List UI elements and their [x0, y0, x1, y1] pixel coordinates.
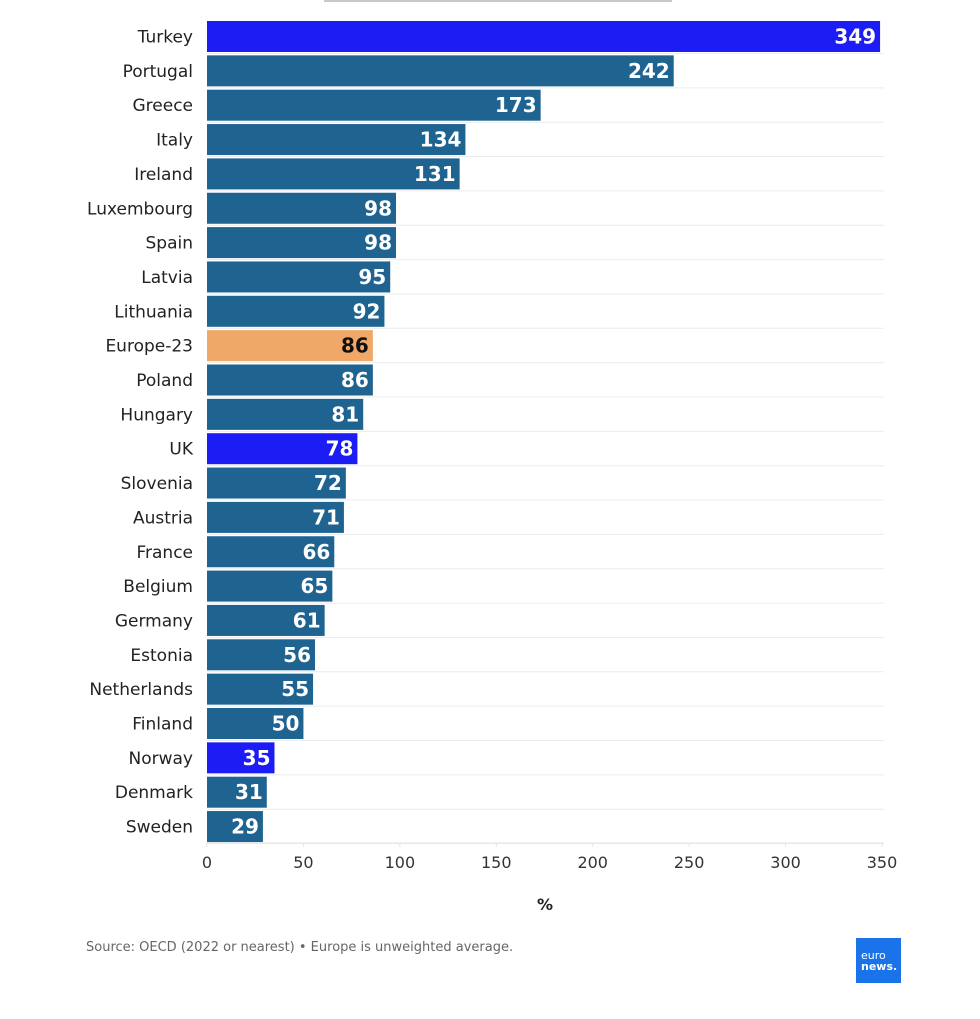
bar-belgium	[207, 570, 333, 602]
category-label: Poland	[136, 371, 193, 391]
value-label: 29	[231, 815, 259, 839]
value-label: 71	[312, 505, 340, 529]
category-label: Austria	[133, 508, 193, 528]
value-label: 86	[341, 334, 369, 358]
x-tick-label: 300	[770, 853, 801, 872]
value-label: 81	[331, 402, 359, 426]
category-label: Hungary	[120, 405, 193, 425]
value-label: 65	[301, 574, 329, 598]
category-label: Europe-23	[105, 337, 193, 357]
top-divider	[324, 0, 672, 2]
value-label: 78	[326, 437, 354, 461]
category-label: Denmark	[115, 783, 193, 803]
bar-latvia	[207, 261, 391, 293]
category-label: Latvia	[141, 268, 193, 288]
bar-portugal	[207, 55, 674, 87]
x-tick-label: 200	[577, 853, 608, 872]
bar-finland	[207, 708, 304, 739]
category-label: Lithuania	[114, 302, 193, 322]
bar-denmark	[207, 776, 267, 808]
logo-bottom-text: news.	[861, 959, 898, 973]
value-label: 173	[495, 93, 537, 117]
category-label: Finland	[132, 715, 193, 735]
value-label: 86	[341, 368, 369, 392]
value-label: 131	[414, 162, 456, 186]
x-tick-label: 50	[293, 853, 313, 872]
value-label: 134	[420, 128, 462, 152]
bar-poland	[207, 364, 373, 396]
bar-france	[207, 536, 335, 568]
source-note: Source: OECD (2022 or nearest) • Europe …	[86, 940, 514, 955]
euronews-logo: euro news.	[856, 938, 901, 983]
category-label: Ireland	[134, 165, 193, 185]
value-label: 98	[364, 231, 392, 255]
category-label: Sweden	[126, 818, 193, 838]
x-tick-label: 100	[385, 853, 416, 872]
value-label: 72	[314, 471, 342, 495]
value-label: 31	[235, 780, 263, 804]
category-label: Norway	[129, 749, 194, 769]
category-label: Luxembourg	[87, 199, 193, 219]
category-label: France	[136, 543, 193, 563]
bar-germany	[207, 604, 325, 636]
x-axis-label: %	[537, 895, 553, 914]
bar-turkey	[207, 21, 881, 52]
value-label: 242	[628, 59, 670, 83]
category-label: Slovenia	[121, 474, 193, 494]
value-label: 35	[243, 746, 271, 770]
category-label: Greece	[132, 96, 193, 116]
bar-lithuania	[207, 295, 385, 327]
value-label: 55	[281, 677, 309, 701]
x-tick-label: 0	[202, 853, 212, 872]
value-label: 50	[272, 712, 300, 736]
category-label: Netherlands	[89, 680, 193, 700]
bar-hungary	[207, 398, 364, 430]
category-label: Belgium	[123, 577, 193, 597]
category-label: Portugal	[123, 62, 193, 82]
x-tick-label: 250	[674, 853, 705, 872]
bar-uk	[207, 433, 358, 465]
bar-netherlands	[207, 673, 314, 705]
bar-sweden	[207, 811, 263, 843]
category-label: UK	[169, 440, 193, 460]
x-tick-label: 150	[481, 853, 512, 872]
bar-estonia	[207, 639, 315, 671]
bar-slovenia	[207, 467, 346, 499]
category-label: Italy	[156, 131, 193, 151]
bar-italy	[207, 124, 466, 156]
value-label: 61	[293, 608, 321, 632]
bar-chart: Turkey 349 Portugal 242 Greece 173 Italy 134 Ire…	[87, 21, 898, 914]
value-label: 95	[358, 265, 386, 289]
value-label: 56	[283, 643, 311, 667]
bar-greece	[207, 89, 541, 121]
bar-europe-23	[207, 330, 373, 362]
bar-spain	[207, 227, 396, 259]
x-tick-label: 350	[867, 853, 898, 872]
category-label: Turkey	[137, 28, 193, 48]
bar-norway	[207, 742, 275, 774]
value-label: 92	[353, 299, 381, 323]
category-label: Spain	[146, 234, 194, 254]
logo-top-text: euro	[861, 948, 886, 962]
bar-luxembourg	[207, 192, 396, 224]
value-label: 98	[364, 196, 392, 220]
value-label: 66	[302, 540, 330, 564]
category-label: Germany	[115, 611, 193, 631]
value-label: 349	[834, 25, 876, 49]
bar-austria	[207, 501, 344, 533]
bar-ireland	[207, 158, 460, 190]
category-label: Estonia	[130, 646, 193, 666]
